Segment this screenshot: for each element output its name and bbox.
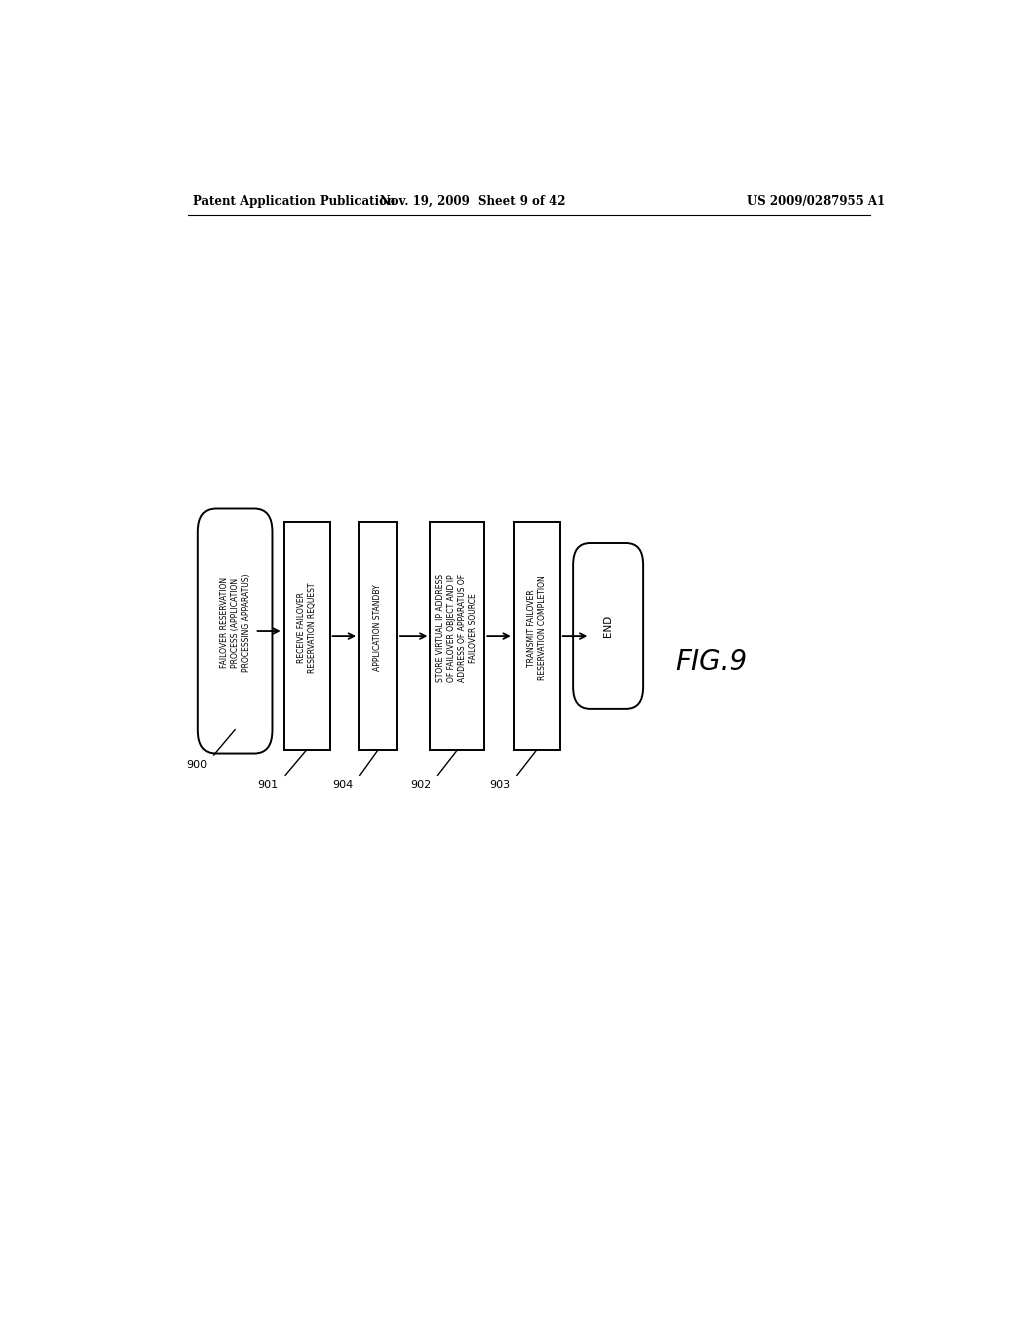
Bar: [514, 521, 560, 751]
Text: FAILOVER RESERVATION
PROCESS (APPLICATION
PROCESSING APPARATUS): FAILOVER RESERVATION PROCESS (APPLICATIO…: [219, 574, 251, 672]
FancyBboxPatch shape: [198, 508, 272, 754]
Text: 901: 901: [258, 780, 279, 791]
FancyBboxPatch shape: [573, 543, 643, 709]
Bar: [430, 521, 484, 751]
Text: STORE VIRTUAL IP ADDRESS
OF FAILOVER OBJECT AND IP
ADDRESS OF APPARATUS OF
FAILO: STORE VIRTUAL IP ADDRESS OF FAILOVER OBJ…: [436, 574, 478, 682]
Text: 902: 902: [410, 780, 431, 791]
Text: APPLICATION STANDBY: APPLICATION STANDBY: [374, 585, 383, 672]
Text: RECEIVE FAILOVER
RESERVATION REQUEST: RECEIVE FAILOVER RESERVATION REQUEST: [297, 582, 316, 673]
Text: 900: 900: [186, 760, 207, 770]
Text: 904: 904: [332, 780, 353, 791]
Text: END: END: [603, 615, 613, 638]
Text: 903: 903: [489, 780, 511, 791]
Text: TRANSMIT FAILOVER
RESERVATION COMPLETION: TRANSMIT FAILOVER RESERVATION COMPLETION: [526, 576, 547, 680]
Bar: [284, 521, 330, 751]
Text: Nov. 19, 2009  Sheet 9 of 42: Nov. 19, 2009 Sheet 9 of 42: [381, 194, 566, 207]
Bar: [359, 521, 397, 751]
Text: Patent Application Publication: Patent Application Publication: [194, 194, 395, 207]
Text: FIG.9: FIG.9: [675, 648, 748, 676]
Text: US 2009/0287955 A1: US 2009/0287955 A1: [748, 194, 885, 207]
